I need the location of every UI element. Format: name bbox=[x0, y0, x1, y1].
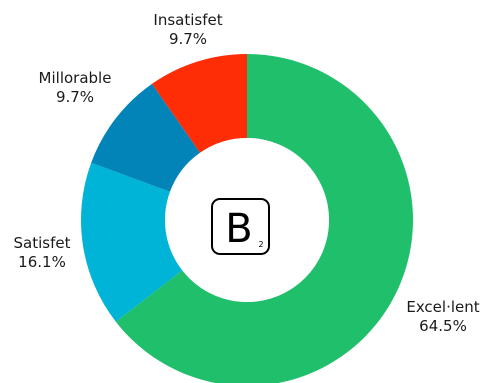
center-logo: B 2 bbox=[211, 198, 270, 255]
donut-slice-3 bbox=[91, 83, 201, 192]
logo-tile bbox=[211, 198, 270, 255]
logo-subscript: 2 bbox=[258, 240, 263, 249]
slice-value-label: 64.5% bbox=[419, 317, 467, 335]
logo-letter: B bbox=[225, 206, 252, 252]
donut-slice-4 bbox=[151, 54, 247, 153]
slice-value-label: 16.1% bbox=[18, 253, 66, 271]
slice-value-label: 9.7% bbox=[56, 88, 94, 106]
slice-labels: Excel·lent64.5%Satisfet16.1%Millorable9.… bbox=[14, 11, 480, 335]
donut-slice-2 bbox=[81, 162, 183, 322]
slice-category-label: Excel·lent bbox=[406, 298, 479, 316]
slice-category-label: Insatisfet bbox=[153, 11, 222, 29]
slice-value-label: 9.7% bbox=[169, 30, 207, 48]
donut-slice-1 bbox=[115, 54, 413, 383]
slice-category-label: Millorable bbox=[39, 69, 112, 87]
slice-category-label: Satisfet bbox=[14, 234, 71, 252]
